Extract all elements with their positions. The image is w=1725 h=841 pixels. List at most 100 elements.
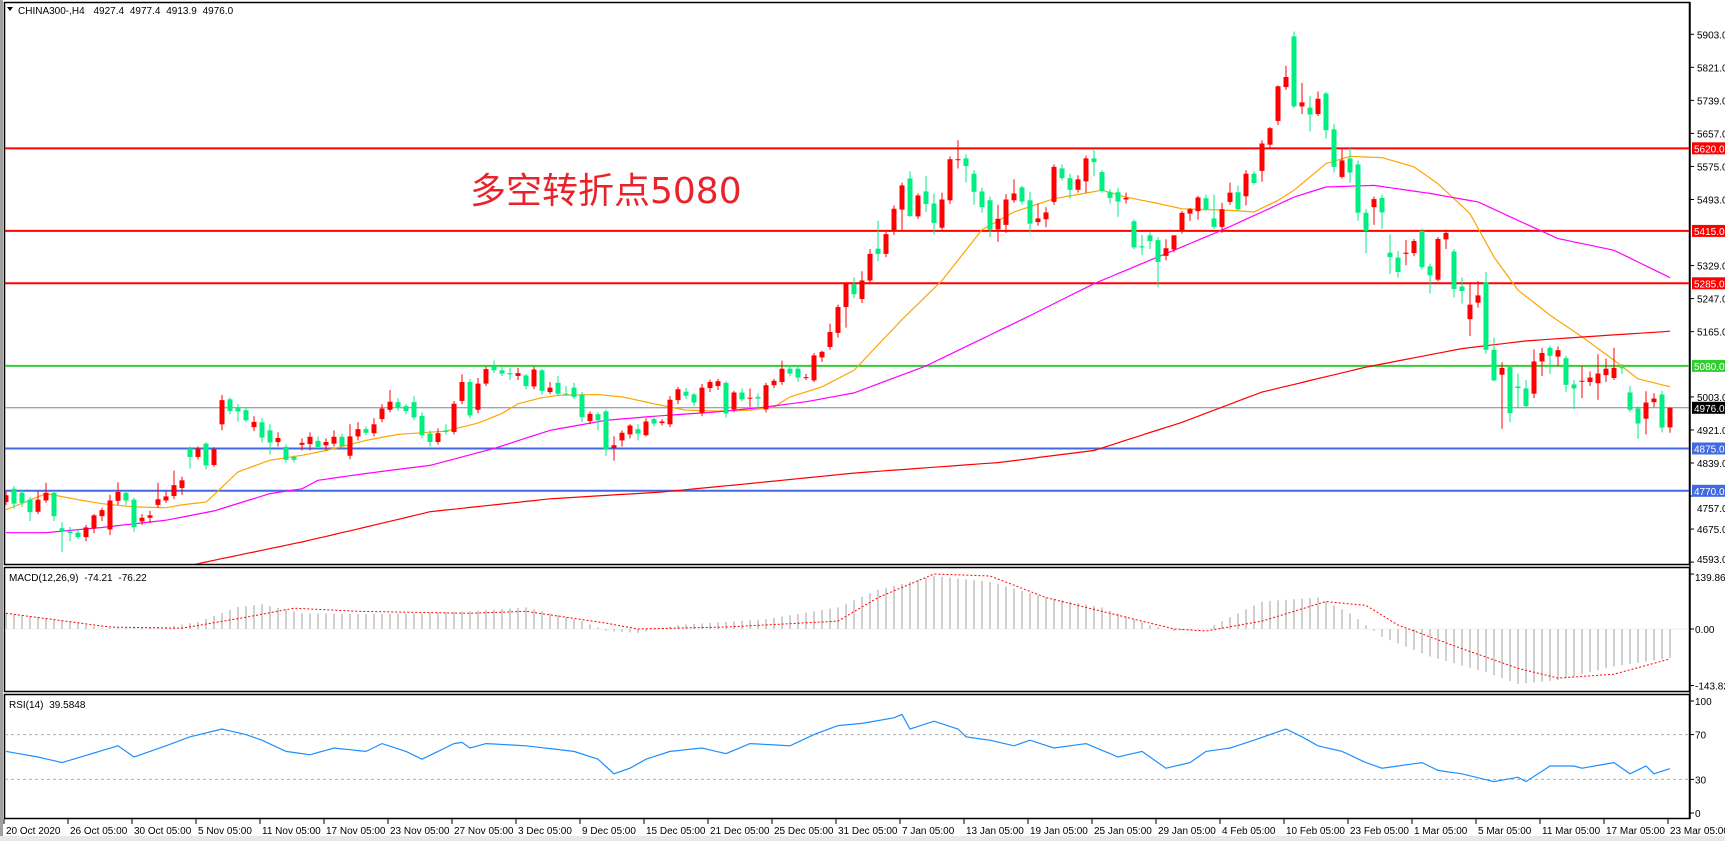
rsi-value: 39.5848: [49, 700, 86, 711]
candle: [1331, 124, 1337, 173]
candle: [755, 393, 761, 409]
candle: [1619, 363, 1625, 374]
candle-body: [1195, 197, 1201, 212]
candle: [1627, 386, 1633, 413]
rsi-label: RSI(14) 39.5848: [9, 700, 86, 711]
candle: [1579, 365, 1585, 399]
candle-body: [691, 394, 697, 403]
candle: [1139, 234, 1145, 256]
candle: [1131, 219, 1137, 250]
rsi-panel-frame: [3, 693, 1691, 820]
candle: [435, 428, 441, 445]
bar-high: 4977.4: [130, 6, 161, 17]
candle-body: [1291, 36, 1297, 107]
candle: [779, 360, 785, 385]
candle-body: [931, 203, 937, 223]
triangle-down-icon[interactable]: [7, 7, 13, 11]
time-tick-label: 19 Jan 05:00: [1030, 826, 1088, 837]
candle-body: [5, 495, 9, 503]
candle: [451, 400, 457, 435]
candle-body: [1211, 218, 1217, 227]
candle: [1515, 373, 1521, 408]
price-tick-label: 4921.0: [1697, 426, 1725, 437]
candle: [1075, 175, 1081, 193]
candle-body: [1307, 107, 1313, 115]
candle: [411, 396, 417, 421]
candle: [1115, 187, 1121, 217]
candle-body: [187, 448, 193, 457]
candle-body: [1523, 388, 1529, 407]
candle-body: [235, 408, 241, 412]
candle-body: [483, 369, 489, 384]
candle-body: [1075, 179, 1081, 190]
candle-body: [1219, 209, 1225, 227]
candle: [1387, 234, 1393, 275]
candle: [1259, 140, 1265, 182]
candle-body: [1571, 384, 1577, 389]
time-tick-label: 20 Oct 2020: [6, 826, 61, 837]
candle: [643, 418, 649, 437]
candle-body: [283, 446, 289, 460]
candle: [155, 482, 161, 508]
time-tick-label: 5 Mar 05:00: [1478, 826, 1532, 837]
candle-body: [867, 253, 873, 281]
candle-body: [27, 499, 33, 513]
price-tick-label: 5165.0: [1697, 328, 1725, 339]
candle-body: [1547, 347, 1553, 356]
candle-body: [1355, 164, 1361, 213]
candle: [507, 367, 513, 380]
candle-body: [1027, 200, 1033, 224]
candle-body: [1147, 235, 1153, 241]
candle-body: [1419, 230, 1425, 268]
candle-body: [1099, 172, 1105, 192]
macd-signal-line: [5, 573, 1671, 679]
candle-body: [43, 492, 49, 501]
candle-body: [1035, 218, 1041, 223]
chart-title: CHINA300-,H4 4927.4 4977.4 4913.9 4976.0: [18, 6, 234, 17]
candle: [139, 514, 145, 526]
level-price-label: 5620.0: [1694, 144, 1725, 155]
candle-body: [1051, 166, 1057, 202]
candle: [587, 411, 593, 425]
macd-tick-label: 0.00: [1695, 625, 1715, 636]
level-price-label: 4770.0: [1694, 487, 1725, 498]
candle-body: [1251, 173, 1257, 183]
candle-body: [163, 496, 169, 501]
candle: [315, 436, 321, 449]
candle-body: [1531, 361, 1537, 394]
candle-body: [243, 410, 249, 421]
price-tick-label: 5247.0: [1697, 295, 1725, 306]
candle-body: [1643, 402, 1649, 419]
candle-body: [259, 422, 265, 438]
candle: [1035, 203, 1041, 226]
candle: [259, 418, 265, 443]
candle-body: [1427, 266, 1433, 276]
candle-body: [1123, 197, 1129, 200]
candle-body: [819, 351, 825, 358]
candle-body: [371, 424, 377, 434]
candle: [1595, 354, 1601, 400]
level-price-label: 5080.0: [1694, 362, 1725, 373]
candle-body: [683, 391, 689, 396]
candle: [547, 382, 553, 395]
candle: [931, 193, 937, 235]
candle: [243, 408, 249, 423]
candle-body: [1499, 367, 1505, 375]
candle-body: [1595, 373, 1601, 384]
macd-main-value: -74.21: [84, 573, 113, 584]
candle: [371, 418, 377, 437]
candle: [1395, 251, 1401, 278]
candle-body: [1067, 178, 1073, 190]
candle: [1147, 232, 1153, 250]
candle: [1411, 238, 1417, 257]
candle: [35, 490, 41, 515]
candle-body: [1179, 212, 1185, 231]
candle-body: [331, 436, 337, 444]
candle-body: [499, 370, 505, 374]
candle: [731, 390, 737, 413]
time-tick-label: 11 Mar 05:00: [1542, 826, 1601, 837]
candle-body: [627, 425, 633, 435]
candle-body: [1459, 286, 1465, 291]
candle-body: [1091, 158, 1097, 163]
